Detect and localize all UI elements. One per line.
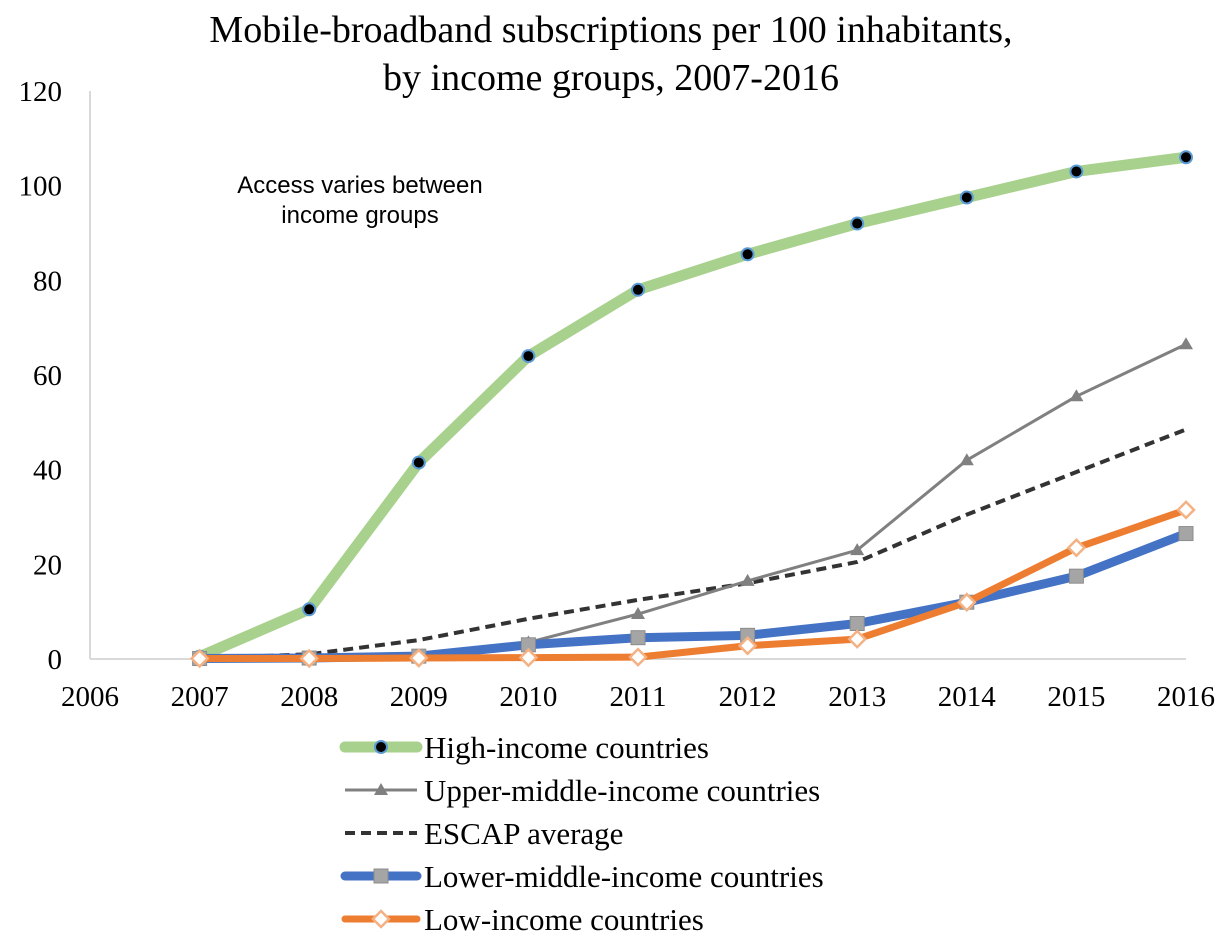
data-point (847, 629, 867, 649)
legend-item: High-income countries (339, 730, 709, 765)
legend-label: High-income countries (424, 730, 709, 765)
data-point (740, 573, 755, 586)
y-tick-label: 0 (48, 644, 63, 676)
series-4 (189, 500, 1196, 669)
legend-item: Lower-middle-income countries (340, 859, 824, 894)
data-point (411, 455, 426, 470)
data-point (740, 247, 755, 262)
legend-marker (374, 740, 388, 754)
series-line (199, 342, 1187, 661)
data-point (1179, 150, 1193, 165)
x-tick-label: 2009 (390, 681, 448, 713)
data-point (1179, 337, 1193, 350)
data-point (631, 607, 645, 620)
data-point (628, 647, 648, 667)
y-tick-label: 60 (33, 360, 62, 392)
chart-subtitle: by income groups, 2007-2016 (383, 57, 839, 99)
y-tick-label: 80 (33, 265, 62, 297)
y-tick-label: 20 (33, 549, 62, 581)
x-tick-label: 2010 (499, 681, 557, 713)
legend-label: Low-income countries (424, 902, 704, 936)
x-tick-label: 2016 (1157, 681, 1215, 713)
data-point (409, 648, 429, 668)
annotation-line-2: income groups (281, 202, 438, 229)
legend-item: ESCAP average (345, 816, 623, 851)
legend-label: Upper-middle-income countries (424, 773, 820, 808)
data-point (518, 647, 539, 668)
data-point (849, 616, 865, 631)
x-tick-label: 2008 (280, 681, 338, 713)
data-point (1069, 164, 1084, 179)
legend-marker (374, 783, 388, 795)
legend-label: ESCAP average (424, 816, 623, 851)
x-tick-label: 2007 (171, 681, 229, 713)
data-point (1069, 389, 1084, 402)
data-point (521, 349, 536, 364)
data-point (630, 630, 646, 646)
series-1 (192, 337, 1193, 664)
data-point (1066, 537, 1087, 558)
data-point (959, 190, 974, 205)
data-point (1178, 526, 1194, 542)
x-tick-label: 2012 (719, 681, 777, 713)
data-point (1176, 500, 1196, 520)
y-tick-labels: 0 20 40 60 80 100 120 (19, 76, 63, 676)
y-tick-label: 120 (19, 76, 63, 108)
data-point (1068, 568, 1084, 584)
x-tick-labels: 2006 2007 2008 2009 2010 2011 2012 2013 2014 2015… (61, 681, 1215, 713)
y-tick-label: 40 (33, 455, 62, 487)
series-2 (199, 427, 1187, 661)
x-tick-label: 2015 (1047, 681, 1105, 713)
data-point (850, 216, 865, 231)
data-point (631, 282, 645, 297)
x-tick-label: 2013 (828, 681, 886, 713)
series-line (194, 151, 1192, 663)
legend-label: Lower-middle-income countries (424, 859, 824, 894)
legend-item: Upper-middle-income countries (345, 773, 820, 808)
x-tick-label: 2006 (61, 681, 119, 713)
data-point (299, 648, 319, 669)
annotation-line-1: Access varies between (237, 172, 482, 199)
data-point (302, 602, 317, 617)
series-line (196, 506, 1190, 663)
chart-title: Mobile-broadband subscriptions per 100 i… (209, 9, 1012, 51)
series-layer (189, 150, 1196, 669)
series-line (199, 427, 1187, 661)
data-point (189, 648, 210, 669)
legend-item: Low-income countries (341, 902, 704, 936)
x-tick-label: 2014 (938, 681, 997, 713)
legend-marker (373, 868, 389, 884)
data-point (737, 635, 758, 656)
data-point (959, 453, 974, 466)
x-tick-label: 2011 (610, 681, 667, 713)
legend: High-income countries Upper-middle-income… (339, 730, 824, 936)
legend-marker (371, 909, 391, 929)
data-point (850, 543, 865, 556)
y-tick-label: 100 (19, 171, 63, 203)
data-point (957, 592, 977, 612)
